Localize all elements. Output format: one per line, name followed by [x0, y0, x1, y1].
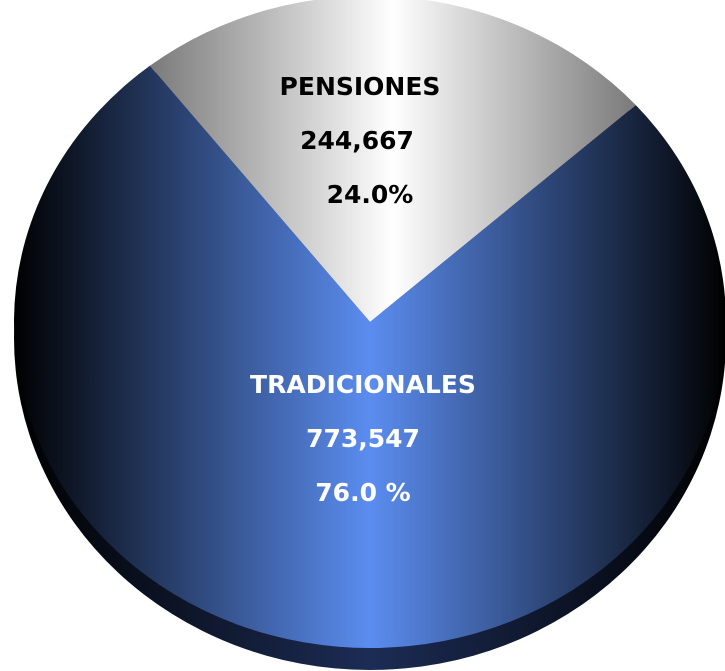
pie-slice — [149, 0, 636, 322]
percent-label: 24.0% — [327, 180, 414, 209]
pie-slice — [14, 65, 725, 648]
percent-label: 76.0 % — [315, 478, 410, 507]
slice-label: TRADICIONALES — [250, 370, 476, 399]
slices — [14, 0, 725, 648]
labels: PENSIONES 244,667 24.0% TRADICIONALES 773,54… — [250, 72, 476, 507]
value-label: 773,547 — [306, 424, 420, 453]
value-label: 244,667 — [300, 126, 414, 155]
slice-label: PENSIONES — [280, 72, 441, 101]
